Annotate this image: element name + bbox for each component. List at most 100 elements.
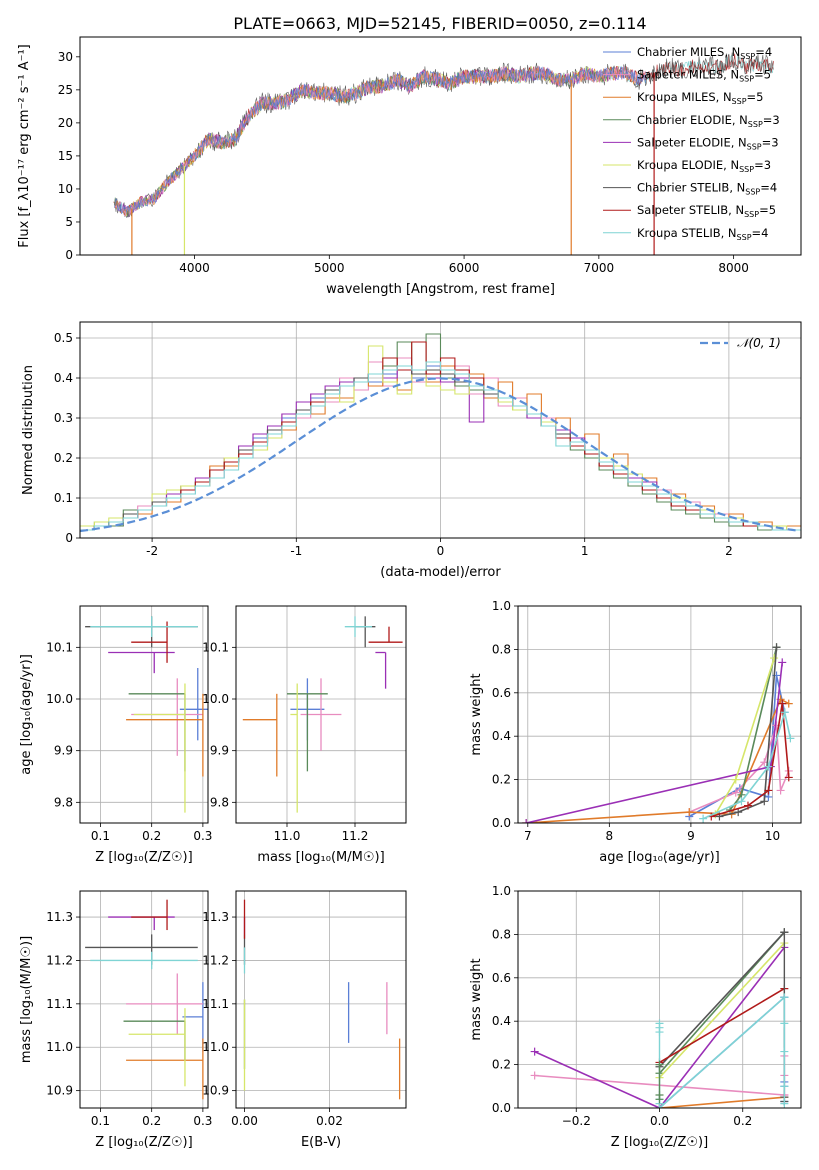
weight-line-salpeter_elodie: [534, 946, 786, 1108]
y-axis-label: Flux [f_λ10⁻¹⁷ erg cm⁻² s⁻¹ A⁻¹]: [17, 44, 32, 248]
spectrum-legend: Chabrier MILES, NSSP=4 Salpeter MILES, NS…: [603, 45, 780, 242]
weight-marker: [780, 708, 789, 717]
weight-marker: [522, 819, 531, 823]
x-tick-label: 7: [524, 829, 532, 843]
y-tick-label: 9.8: [210, 795, 229, 809]
z_age-panel: 0.1 0.2 0.3 9.8 9.9 10.0 10.1 Z [log₁₀(Z/Z☉)] ag…: [19, 605, 212, 865]
y-tick-label: 10.0: [202, 692, 229, 706]
age_weight-panel: 7 8 9 10 0.0 0.2 0.4 0.6 0.8 1.0 age [log₁₀(age/yr…: [469, 599, 802, 865]
x-tick-label: −0.2: [562, 1114, 591, 1128]
y-tick-label: 0.5: [54, 331, 73, 345]
x-axis-label: E(B-V): [301, 1135, 341, 1150]
x-tick-label: 7000: [584, 261, 615, 275]
y-tick-label: 10: [58, 182, 73, 196]
x-tick-label: 11.0: [274, 829, 301, 843]
x-tick-label: 6000: [449, 261, 480, 275]
x-tick-label: 10: [765, 829, 780, 843]
z_mass-panel: 0.1 0.2 0.3 10.9 11.0 11.1 11.2 11.3 Z [log₁₀(Z/…: [19, 890, 212, 1150]
x-tick-label: 0.2: [142, 829, 161, 843]
x-tick-label: -2: [146, 544, 158, 558]
weight-marker: [770, 654, 779, 663]
x-tick-label: 8: [606, 829, 614, 843]
weight-marker: [776, 786, 785, 795]
legend-label: 𝒩(0, 1): [737, 336, 781, 350]
y-tick-label: 0.4: [492, 729, 511, 743]
weight-marker: [731, 775, 740, 784]
legend-label: Kroupa ELODIE, NSSP=3: [637, 158, 771, 174]
y-tick-label: 10.0: [46, 692, 73, 706]
x-tick-label: 5000: [314, 261, 345, 275]
spectrum-kroupa_elodie: [114, 66, 620, 217]
y-tick-label: 10.9: [202, 1084, 229, 1098]
x-tick-label: 0.2: [733, 1114, 752, 1128]
legend-label: Salpeter MILES, NSSP=5: [637, 68, 771, 84]
weight-marker: [778, 658, 787, 667]
plot-frame: [79, 605, 209, 824]
y-tick-label: 0.4: [492, 1014, 511, 1028]
x-tick-label: 1: [581, 544, 589, 558]
x-axis-label: mass [log₁₀(M/M☉)]: [257, 850, 384, 865]
y-tick-label: 0.2: [54, 451, 73, 465]
plot-frame: [517, 890, 802, 1109]
x-axis-label: wavelength [Angstrom, rest frame]: [326, 282, 555, 297]
spectrum-lines: [113, 51, 774, 255]
mass_age-bars: [242, 616, 403, 813]
weight-marker: [778, 699, 787, 708]
y-tick-label: 9.8: [54, 795, 73, 809]
y-tick-label: 0.8: [492, 642, 511, 656]
y-tick-label: 11.1: [202, 997, 229, 1011]
spectrum-chabrier_miles: [114, 66, 646, 215]
y-tick-label: 0.0: [492, 1101, 511, 1115]
histogram-lines: [80, 333, 801, 533]
figure-title: PLATE=0663, MJD=52145, FIBERID=0050, z=0…: [233, 14, 646, 33]
x-tick-label: 8000: [718, 261, 749, 275]
x-tick-label: 0.3: [193, 829, 212, 843]
legend-label: Salpeter ELODIE, NSSP=3: [637, 135, 779, 151]
y-tick-label: 0.0: [492, 816, 511, 830]
x-tick-label: 0.1: [91, 829, 110, 843]
y-tick-label: 11.1: [46, 997, 73, 1011]
legend-label: Chabrier MILES, NSSP=4: [637, 45, 772, 61]
x-tick-label: 0.1: [91, 1114, 110, 1128]
y-tick-label: 0.4: [54, 371, 73, 385]
x-tick-label: 0.2: [142, 1114, 161, 1128]
ebv_mass-bars: [243, 899, 401, 1100]
y-tick-label: 11.2: [46, 953, 73, 967]
y-tick-label: 15: [58, 149, 73, 163]
y-tick-label: 20: [58, 116, 73, 130]
weight-line-salpeter_stelib: [659, 987, 785, 1064]
y-tick-label: 1.0: [492, 599, 511, 613]
y-tick-label: 0.3: [54, 411, 73, 425]
x-tick-label: 0.00: [231, 1114, 258, 1128]
histogram-kroupa_stelib: [80, 361, 801, 531]
z_weight-lines: [530, 928, 789, 1108]
ebv_mass-panel: 0.00 0.02 10.9 11.0 11.1 11.2 11.3 E(B-V): [202, 890, 407, 1150]
y-axis-label: Normed distribution: [21, 365, 36, 495]
weight-marker: [743, 801, 752, 810]
x-tick-label: 0: [437, 544, 445, 558]
weight-marker: [772, 643, 781, 652]
y-tick-label: 10.9: [46, 1084, 73, 1098]
histogram-salpeter_stelib: [80, 341, 801, 531]
x-tick-label: 0.3: [193, 1114, 212, 1128]
x-tick-label: 0.0: [650, 1114, 669, 1128]
y-axis-label: age [log₁₀(age/yr)]: [19, 654, 34, 775]
y-tick-label: 0.2: [492, 773, 511, 787]
weight-marker: [530, 1071, 539, 1080]
x-tick-label: -1: [290, 544, 302, 558]
weight-marker: [685, 808, 694, 817]
plot-frame: [235, 605, 407, 824]
plot-frame: [79, 890, 209, 1109]
legend-label: Chabrier ELODIE, NSSP=3: [637, 113, 780, 129]
x-tick-label: 4000: [179, 261, 210, 275]
y-tick-label: 9.9: [210, 744, 229, 758]
weight-marker: [764, 762, 773, 771]
y-axis-label: mass weight: [469, 673, 484, 755]
y-tick-label: 11.3: [46, 910, 73, 924]
y-tick-label: 30: [58, 50, 73, 64]
x-tick-label: 0.02: [316, 1114, 343, 1128]
plot-frame: [79, 36, 802, 256]
y-tick-label: 11.0: [46, 1040, 73, 1054]
weight-marker: [731, 788, 740, 797]
